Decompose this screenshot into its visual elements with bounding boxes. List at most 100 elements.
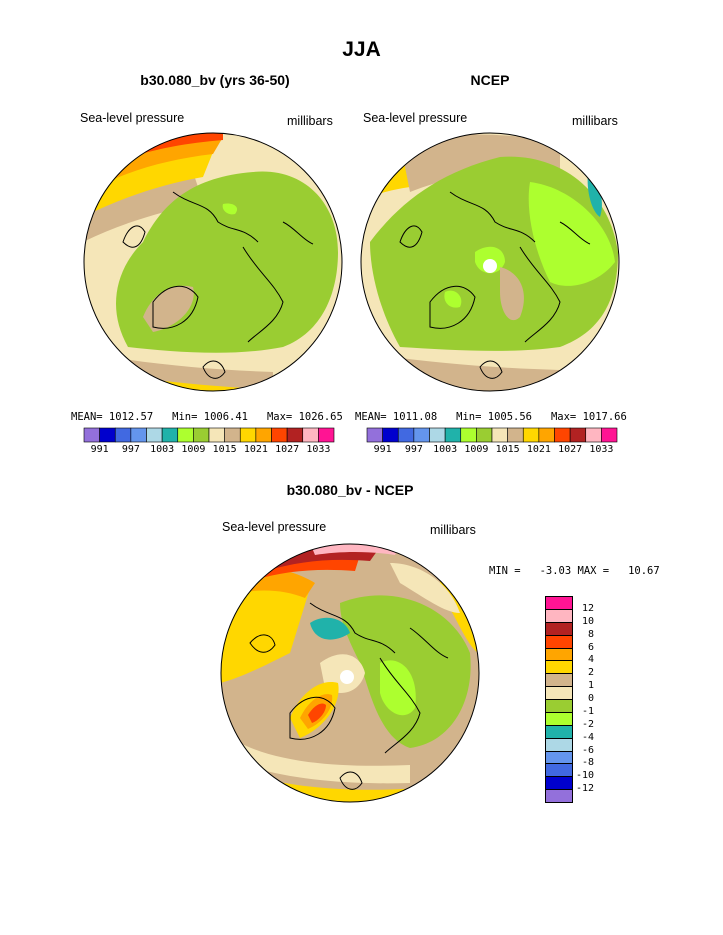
right-units-label: millibars — [572, 114, 618, 128]
map-coastline-2 — [449, 191, 536, 243]
map-fill-tan-patch — [500, 267, 524, 321]
colorbar-swatch — [318, 427, 335, 443]
colorbar-tick-label: 997 — [404, 444, 423, 455]
colorbar-tick-label: 6 — [587, 641, 594, 653]
map-coastline-2 — [309, 602, 396, 654]
colorbar-swatch — [476, 427, 493, 443]
map-pole-marker — [483, 259, 497, 273]
colorbar-tick-label: 1027 — [558, 444, 583, 455]
left-panel-title: b30.080_bv (yrs 36-50) — [140, 72, 290, 88]
colorbar-swatch — [522, 427, 540, 443]
diff-variable-label: Sea-level pressure — [222, 520, 327, 534]
colorbar-swatch — [286, 427, 304, 443]
map-fill-tan-greenland — [143, 285, 194, 332]
colorbar-tick-label: 997 — [121, 444, 140, 455]
colorbar-tick-label: 4 — [587, 654, 594, 666]
colorbar-tick-label: 1033 — [589, 444, 614, 455]
diff-colorbar-labels: 12 10 8 6 4 2 1 0 -1 -2 -4 -6 -8 -10 -12 — [560, 596, 600, 802]
colorbar-tick-label: 1003 — [433, 444, 458, 455]
map-border — [83, 132, 343, 392]
map-coastline-3 — [519, 246, 561, 343]
colorbar-tick-label: 1015 — [212, 444, 237, 455]
colorbar-swatch — [114, 427, 132, 443]
colorbar-tick-label: 991 — [90, 444, 109, 455]
colorbar-swatch — [177, 427, 194, 443]
colorbar-swatch — [271, 427, 288, 443]
colorbar-swatch — [429, 427, 446, 443]
right-polar-map — [360, 132, 620, 392]
map-fill-red-center — [308, 703, 326, 723]
diff-polar-map — [220, 543, 480, 803]
colorbar-swatch — [460, 427, 477, 443]
left-polar-map — [83, 132, 343, 392]
colorbar-swatch — [161, 427, 179, 443]
map-coastline-1 — [429, 285, 476, 329]
colorbar-tick-label: -4 — [581, 731, 594, 743]
map-fill-light-green-3 — [444, 290, 462, 308]
colorbar-swatch — [130, 427, 147, 443]
diff-colorbar — [545, 596, 573, 803]
colorbar-tick-label: 1027 — [275, 444, 300, 455]
colorbar-swatch — [444, 427, 462, 443]
map-coastline-5 — [339, 771, 363, 790]
map-coastline-6 — [282, 221, 314, 245]
colorbar-tick-label: -1 — [581, 705, 594, 717]
map-fill-orange — [84, 137, 223, 194]
colorbar-swatch — [554, 427, 571, 443]
colorbar-tick-label: 1003 — [150, 444, 175, 455]
map-coastline-6 — [409, 627, 449, 659]
colorbar-swatch — [569, 427, 587, 443]
colorbar-tick-label: 2 — [587, 667, 594, 679]
colorbar-tick-label: -12 — [575, 783, 594, 795]
colorbar-swatch — [413, 427, 430, 443]
left-variable-label: Sea-level pressure — [80, 111, 185, 125]
colorbar-swatch — [146, 427, 163, 443]
colorbar-tick-label: 0 — [587, 693, 594, 704]
map-fill-cream-east — [390, 563, 460, 613]
map-fill-red-orange — [93, 133, 223, 170]
map-fill-light-green — [222, 203, 238, 215]
colorbar-tick-label: -6 — [581, 744, 594, 756]
colorbar-tick-label: -10 — [575, 770, 594, 782]
map-coastline-5 — [202, 360, 226, 379]
colorbar-tick-label: 1 — [587, 680, 594, 692]
colorbar-tick-label: 12 — [581, 602, 594, 614]
colorbar-swatch — [397, 427, 415, 443]
map-coastline-4 — [399, 225, 423, 248]
map-coastline-1 — [289, 696, 336, 740]
left-colorbar-labels: 991 997 1003 1009 1015 1021 1027 1033 — [84, 444, 334, 458]
colorbar-tick-label: 1009 — [464, 444, 489, 455]
map-coastline-4 — [249, 634, 276, 653]
colorbar-tick-label: -8 — [581, 757, 594, 769]
colorbar-tick-label: -2 — [581, 718, 594, 730]
right-stats: MEAN= 1011.08 Min= 1005.56 Max= 1017.66 — [355, 411, 627, 423]
map-coastline-5 — [479, 360, 503, 379]
map-fill-teal — [587, 172, 602, 217]
map-pole-marker — [340, 670, 354, 684]
colorbar-swatch — [585, 427, 602, 443]
colorbar-swatch — [507, 427, 524, 443]
colorbar-tick-label: 1009 — [181, 444, 206, 455]
map-fill-light-green — [528, 182, 615, 286]
map-coastline-6 — [559, 221, 591, 245]
colorbar-swatch — [224, 427, 241, 443]
map-coastline-1 — [152, 285, 199, 329]
map-coastline-3 — [379, 657, 421, 754]
right-colorbar — [366, 427, 618, 443]
left-colorbar — [83, 427, 335, 443]
diff-stats: MIN = -3.03 MAX = 10.67 — [489, 565, 660, 577]
right-panel-title: NCEP — [470, 72, 510, 88]
colorbar-tick-label: 10 — [581, 615, 594, 627]
map-fill-light-green — [380, 660, 416, 716]
map-fill-tan — [84, 172, 203, 242]
colorbar-swatch — [538, 427, 555, 443]
diff-panel-title: b30.080_bv - NCEP — [286, 482, 414, 498]
colorbar-tick-label: 991 — [373, 444, 392, 455]
colorbar-swatch — [83, 427, 100, 443]
map-border — [360, 132, 620, 392]
colorbar-swatch — [601, 427, 618, 443]
map-coastline-3 — [242, 246, 284, 343]
colorbar-swatch — [302, 427, 319, 443]
left-stats: MEAN= 1012.57 Min= 1006.41 Max= 1026.65 — [71, 411, 343, 423]
colorbar-tick-label: 1021 — [243, 444, 268, 455]
